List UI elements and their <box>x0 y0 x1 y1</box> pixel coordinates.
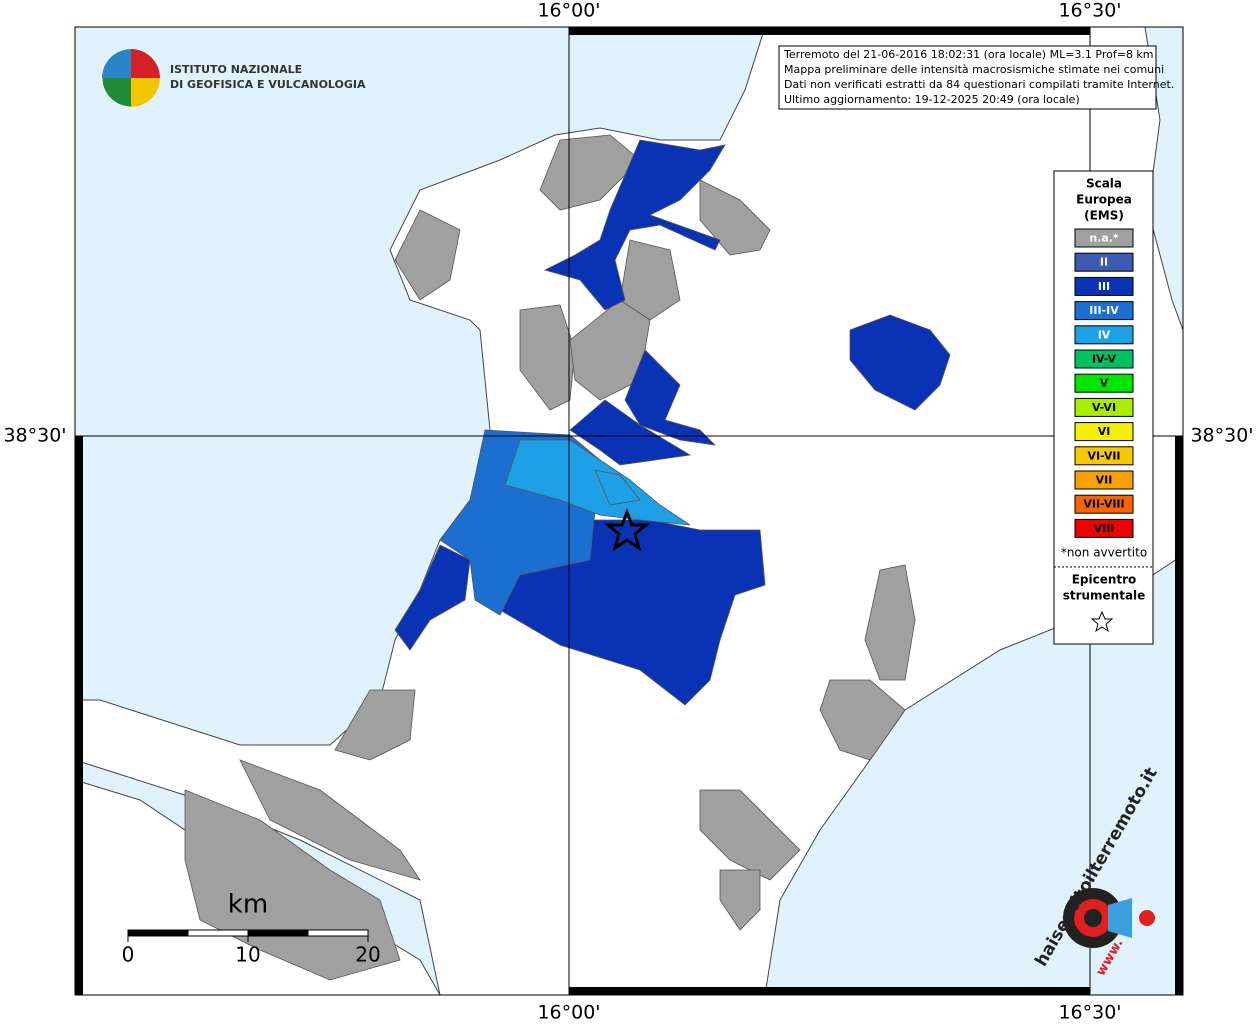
legend: ScalaEuropea(EMS)n.a.*IIIIIIII-IVIVIV-VV… <box>1054 177 1153 633</box>
frame-bar <box>75 436 83 995</box>
legend-swatch <box>1074 276 1134 296</box>
legend-label: VII <box>1096 474 1113 487</box>
info-line: Mappa preliminare delle intensità macros… <box>784 63 1164 76</box>
legend-label: II <box>1100 256 1108 269</box>
legend-title: Scala <box>1086 177 1122 191</box>
legend-swatch <box>1074 494 1134 514</box>
legend-swatch <box>1074 349 1134 369</box>
frame-bar <box>569 27 1090 35</box>
scale-bar: 0 10 20 km <box>122 890 381 967</box>
regions <box>184 134 951 981</box>
scale-segment <box>307 929 369 937</box>
scale-segment <box>127 929 189 937</box>
legend-label: III-IV <box>1089 304 1119 317</box>
municipality <box>699 179 771 256</box>
municipality <box>819 679 906 761</box>
ingv-logo: ISTITUTO NAZIONALE DI GEOFISICA E VULCAN… <box>101 48 366 108</box>
frame-bar <box>569 987 1090 995</box>
legend-title: Europea <box>1076 193 1132 207</box>
legend-label: V-VI <box>1092 401 1116 414</box>
legend-title: (EMS) <box>1084 209 1124 223</box>
legend-swatch <box>1074 301 1134 321</box>
municipality <box>719 869 761 931</box>
legend-label: V <box>1100 377 1109 390</box>
coord-label: 16°30' <box>1058 0 1121 22</box>
legend-swatch <box>1074 397 1134 417</box>
scale-unit: km <box>228 890 268 920</box>
legend-label: VI-VII <box>1087 449 1120 462</box>
municipality <box>394 209 461 301</box>
legend-epicenter: Epicentro <box>1072 573 1137 587</box>
municipality <box>864 564 916 681</box>
municipality <box>624 349 717 446</box>
municipality <box>334 689 416 761</box>
info-line: Terremoto del 21-06-2016 18:02:31 (ora l… <box>783 48 1154 61</box>
legend-label: IV-V <box>1092 353 1117 366</box>
coord-label: 38°30' <box>1190 425 1253 447</box>
legend-swatch <box>1074 422 1134 442</box>
epicenter <box>603 507 651 552</box>
municipality <box>504 439 691 526</box>
municipality <box>569 399 692 466</box>
logo-text: DI GEOFISICA E VULCANOLOGIA <box>170 78 366 91</box>
municipality <box>849 314 951 411</box>
scale-segment <box>187 929 249 937</box>
legend-star <box>1090 610 1114 633</box>
coord-label: 16°00' <box>537 1002 600 1024</box>
municipality <box>539 134 641 211</box>
frame-bar <box>1175 436 1183 995</box>
legend-swatch <box>1074 518 1134 538</box>
legend-label: VI <box>1098 425 1111 438</box>
info: Terremoto del 21-06-2016 18:02:31 (ora l… <box>783 48 1174 106</box>
info-line: Dati non verificati estratti da 84 quest… <box>784 78 1174 91</box>
municipality <box>594 469 641 506</box>
coord-label: 38°30' <box>3 425 66 447</box>
legend-swatch <box>1074 470 1134 490</box>
legend-swatch <box>1074 446 1134 466</box>
legend-label: VIII <box>1094 522 1115 535</box>
info-box <box>778 45 1157 110</box>
legend-swatch <box>1074 325 1134 345</box>
legend-label: VII-VIII <box>1083 498 1124 511</box>
scale-label: 10 <box>235 943 260 967</box>
scale-segment <box>247 929 309 937</box>
legend-label: III <box>1098 280 1110 293</box>
scale-label: 0 <box>122 943 135 967</box>
municipality <box>699 789 801 881</box>
municipality <box>543 139 726 311</box>
legend-swatch <box>1074 252 1134 272</box>
scale-label: 20 <box>355 943 380 967</box>
legend-swatch <box>1074 373 1134 393</box>
coord-label: 16°00' <box>537 0 600 22</box>
legend-label: IV <box>1098 328 1111 341</box>
municipality <box>239 759 421 881</box>
coord-label: 16°30' <box>1058 1002 1121 1024</box>
municipality <box>394 544 471 651</box>
legend-note: *non avvertito <box>1061 546 1147 560</box>
municipality <box>519 304 576 411</box>
legend-label: n.a.* <box>1089 232 1119 245</box>
logo-text: ISTITUTO NAZIONALE <box>170 63 302 76</box>
legend-epicenter: strumentale <box>1063 589 1146 603</box>
legend-swatch <box>1074 228 1134 248</box>
info-line: Ultimo aggiornamento: 19-12-2025 20:49 (… <box>784 93 1080 106</box>
